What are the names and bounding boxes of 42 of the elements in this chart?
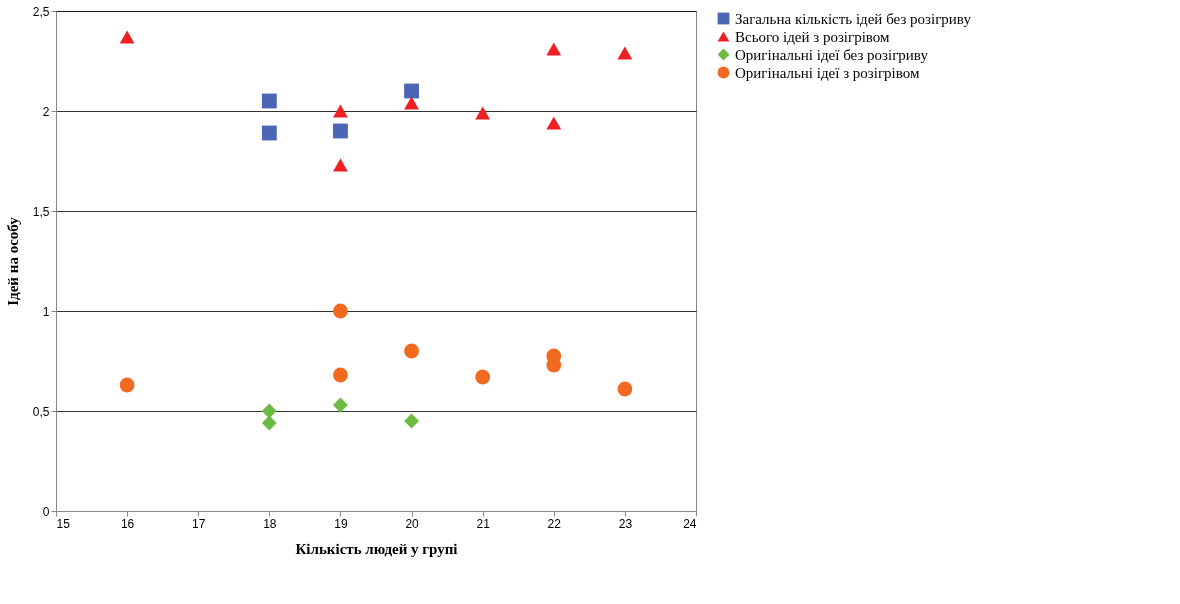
point bbox=[261, 403, 277, 419]
x-tick-label: 20 bbox=[405, 516, 420, 531]
legend-label: Загальна кількість ідей без розігриву bbox=[735, 10, 972, 27]
x-tick-label: 19 bbox=[334, 516, 348, 531]
point bbox=[333, 104, 348, 118]
point bbox=[546, 42, 562, 56]
point bbox=[617, 46, 633, 60]
point bbox=[546, 116, 562, 130]
y-tick-label: 2 bbox=[42, 104, 50, 119]
y-tick-label: 1 bbox=[42, 304, 50, 319]
y-tick-label: 0,5 bbox=[32, 404, 50, 419]
point bbox=[617, 381, 633, 397]
point bbox=[404, 83, 419, 99]
x-axis-title: Кількість людей у групі bbox=[295, 540, 458, 557]
point bbox=[261, 415, 277, 431]
point bbox=[333, 367, 348, 383]
point bbox=[333, 123, 348, 139]
point bbox=[261, 125, 277, 141]
x-tick-label: 15 bbox=[56, 516, 71, 531]
x-tick-label: 16 bbox=[120, 516, 135, 531]
point bbox=[261, 93, 277, 109]
x-tick-label: 23 bbox=[618, 516, 633, 531]
point bbox=[333, 303, 348, 319]
legend-label: Оригінальні ідеї без розігриву bbox=[735, 46, 929, 63]
x-tick-label: 21 bbox=[476, 516, 491, 531]
point bbox=[404, 343, 419, 359]
x-tick-label: 22 bbox=[547, 516, 562, 531]
point bbox=[333, 158, 348, 172]
point bbox=[475, 106, 491, 120]
legend-label: Всього ідей з розігрівом bbox=[735, 28, 891, 45]
x-tick-label: 18 bbox=[263, 516, 277, 531]
y-tick-label: 1,5 bbox=[32, 204, 50, 219]
x-tick-label: 17 bbox=[192, 516, 206, 531]
point bbox=[119, 377, 135, 393]
y-axis-title: Ідей на особу bbox=[4, 216, 21, 306]
point bbox=[119, 30, 135, 44]
point bbox=[404, 96, 419, 110]
point bbox=[475, 369, 491, 385]
x-tick-label: 24 bbox=[683, 516, 697, 531]
y-tick-label: 2,5 bbox=[32, 4, 50, 19]
legend-label: Оригінальні ідеї з розігрівом bbox=[735, 64, 920, 81]
y-tick-label: 0 bbox=[42, 504, 50, 519]
